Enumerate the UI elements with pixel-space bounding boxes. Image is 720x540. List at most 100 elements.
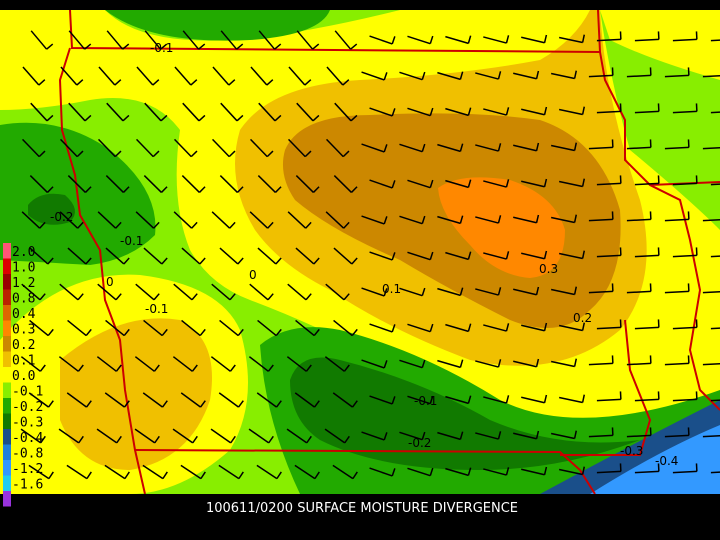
barb-shaft (361, 71, 385, 81)
barb-shaft (702, 362, 720, 366)
barb-flag (114, 79, 122, 86)
barb-shaft (296, 102, 314, 122)
barb-flag (351, 400, 358, 408)
barb-shaft (333, 247, 353, 265)
color-scale: 2.01.01.20.80.40.30.20.10.0-0.1-0.2-0.3-… (3, 243, 43, 508)
barb-flag (191, 364, 198, 372)
barb-shaft (174, 66, 192, 86)
barb-flag (459, 431, 464, 440)
scale-swatch (3, 460, 11, 476)
barb-shaft (361, 215, 385, 225)
barb-shaft (136, 66, 154, 86)
contour-label: -0.3 (620, 444, 643, 458)
barb-shaft (634, 398, 659, 402)
barb-shaft (407, 395, 431, 405)
scale-swatch (3, 243, 11, 259)
barb-flag (275, 328, 282, 337)
barb-shaft (180, 464, 202, 480)
barb-shaft (134, 428, 156, 444)
barb-shaft (475, 72, 499, 80)
scale-swatch (3, 413, 11, 429)
field (0, 10, 720, 494)
barb-shaft (106, 102, 124, 122)
barb-shaft (286, 356, 307, 372)
scale-label: 0.0 (12, 369, 35, 384)
barb-flag (497, 431, 502, 440)
barb-flag (459, 287, 464, 296)
barb-shaft (445, 395, 469, 405)
barb-flag (343, 293, 350, 301)
barb-flag (467, 35, 472, 44)
barb-shaft (287, 283, 307, 301)
region (438, 177, 565, 278)
barb-shaft (558, 180, 583, 188)
barb-shaft (295, 175, 314, 193)
scale-swatch (3, 320, 11, 336)
barb-flag (267, 364, 274, 372)
barb-flag (543, 250, 548, 259)
barb-shaft (218, 464, 240, 480)
barb-shaft (29, 319, 49, 337)
barb-flag (237, 257, 244, 265)
barb-shaft (483, 180, 507, 188)
barb-shaft (626, 362, 651, 366)
barb-shaft (22, 138, 40, 158)
barb-flag (467, 323, 472, 332)
scale-label: 1.2 (12, 276, 35, 291)
barb-shaft (210, 356, 231, 372)
barb-flag (350, 43, 358, 50)
barb-shaft (710, 327, 720, 330)
barb-shaft (257, 175, 276, 193)
scale-swatch (3, 429, 11, 445)
scale-swatch (3, 274, 11, 290)
barb-flag (160, 186, 168, 193)
barb-flag (342, 79, 350, 86)
barb-flag (391, 252, 396, 261)
contour-label: -0.1 (120, 234, 143, 248)
barb-flag (153, 293, 160, 301)
barb-shaft (445, 467, 469, 477)
barb-flag (573, 286, 578, 295)
barb-shaft (361, 143, 385, 153)
contour-label: -0.4 (655, 454, 678, 468)
barb-shaft (361, 287, 385, 297)
barb-shaft (596, 110, 621, 114)
barb-flag (497, 215, 502, 224)
caption: 100611/0200 SURFACE MOISTURE DIVERGENCE (206, 501, 518, 516)
barb-shaft (144, 30, 162, 50)
scale-swatch (3, 305, 11, 321)
barb-flag (342, 150, 350, 158)
barb-flag (391, 180, 396, 189)
barb-shaft (626, 290, 651, 294)
barb-flag (76, 150, 84, 158)
barb-flag (305, 364, 312, 372)
barb-shaft (664, 74, 689, 78)
scale-swatch (3, 258, 11, 274)
barb-flag (47, 257, 54, 265)
barb-flag (47, 328, 54, 337)
barb-shaft (144, 102, 162, 122)
barb-shaft (407, 323, 431, 333)
barb-flag (497, 359, 502, 368)
barb-flag (39, 221, 46, 229)
barb-flag (77, 364, 84, 372)
barb-flag (86, 471, 92, 480)
scale-swatch (3, 367, 11, 383)
barb-flag (230, 435, 236, 444)
barb-flag (114, 150, 122, 158)
region (290, 357, 640, 470)
barb-shaft (369, 395, 393, 405)
barb-flag (116, 435, 122, 444)
barb-shaft (294, 464, 316, 480)
barb-flag (581, 466, 586, 475)
barb-flag (276, 471, 282, 480)
barb-flag (581, 106, 586, 115)
barb-shaft (182, 30, 200, 50)
barb-shaft (257, 247, 277, 265)
barb-shaft (212, 138, 230, 158)
barb-shaft (521, 180, 545, 188)
barb-flag (581, 250, 586, 259)
barb-shaft (67, 247, 87, 265)
contour-label: 0 (106, 275, 114, 289)
barb-shaft (596, 470, 621, 474)
